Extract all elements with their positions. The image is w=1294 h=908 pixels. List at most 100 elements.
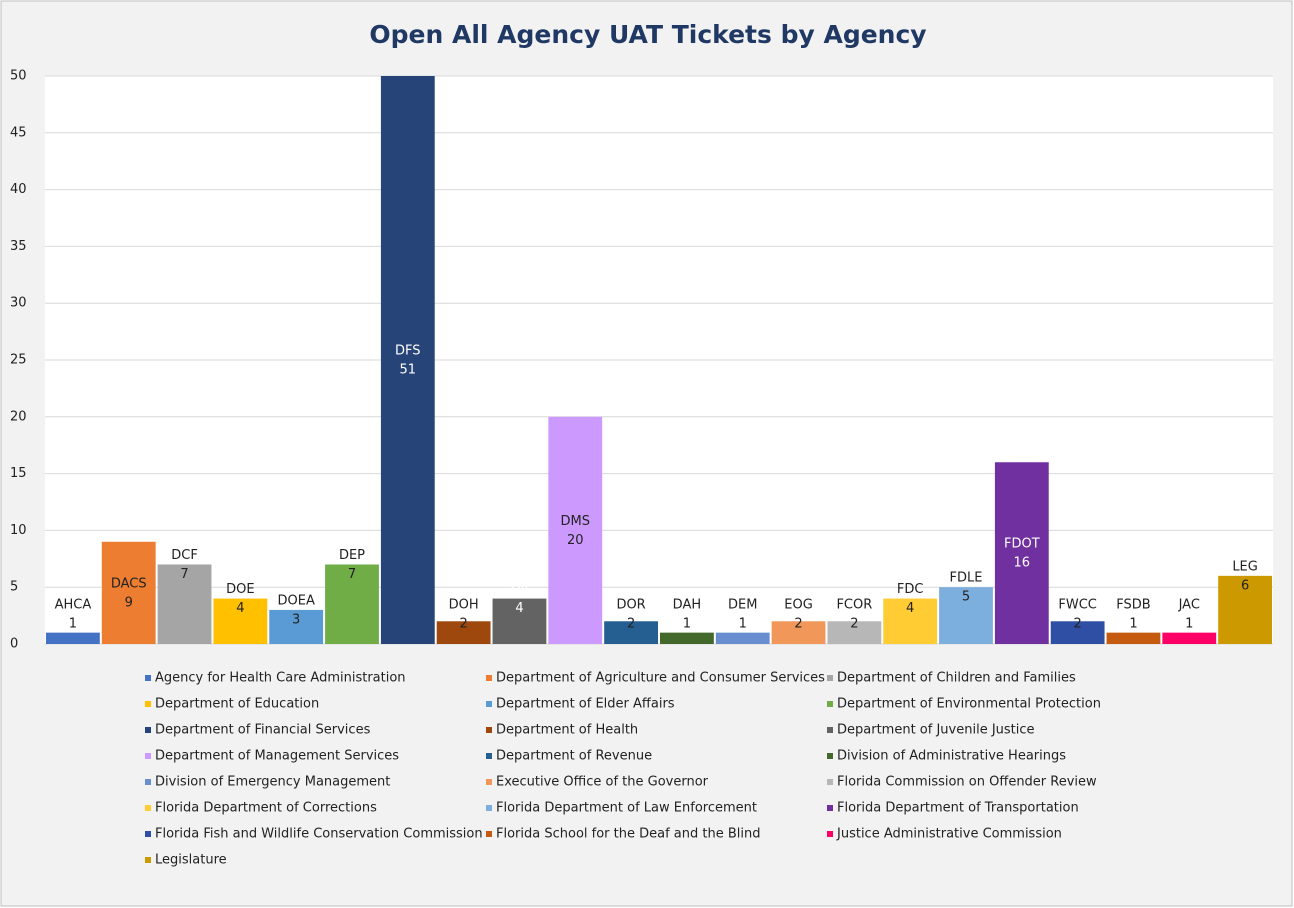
legend-swatch <box>827 701 833 707</box>
bar-category-label: DOH <box>449 598 479 613</box>
y-tick-label: 35 <box>10 239 27 254</box>
legend-swatch <box>827 675 833 681</box>
legend-swatch <box>486 831 492 837</box>
legend-swatch <box>145 779 151 785</box>
bar <box>827 621 882 644</box>
legend-swatch <box>486 701 492 707</box>
bar <box>213 598 268 644</box>
bar-value-label: 7 <box>180 567 188 582</box>
legend-label: Division of Administrative Hearings <box>837 749 1066 764</box>
bar-value-label: 51 <box>400 363 417 378</box>
legend-label: Florida Fish and Wildlife Conservation C… <box>155 827 483 842</box>
bar-value-label: 1 <box>739 617 747 632</box>
legend-label: Florida Department of Transportation <box>837 801 1079 816</box>
y-tick-label: 10 <box>10 523 27 538</box>
bar-value-label: 2 <box>850 617 858 632</box>
chart-title: Open All Agency UAT Tickets by Agency <box>369 20 926 49</box>
bar-category-label: FWCC <box>1058 598 1097 613</box>
bar-category-label: DOR <box>616 598 645 613</box>
bar-category-label: EOG <box>784 598 813 613</box>
bar-category-label: DOE <box>226 582 254 597</box>
bar-value-label: 3 <box>292 612 300 627</box>
legend-label: Florida Commission on Offender Review <box>837 775 1097 790</box>
bar <box>660 632 714 644</box>
bar-category-label: FDLE <box>950 571 983 586</box>
legend-swatch <box>145 727 151 733</box>
bar <box>269 609 324 644</box>
bar-category-label: FSDB <box>1116 598 1150 613</box>
y-tick-label: 45 <box>10 125 27 140</box>
legend-swatch <box>145 831 151 837</box>
legend-label: Department of Revenue <box>496 749 652 764</box>
legend-label: Department of Environmental Protection <box>837 697 1101 712</box>
legend-swatch <box>486 753 492 759</box>
bar-category-label: DEM <box>728 598 757 613</box>
bar-value-label: 1 <box>1185 617 1193 632</box>
bar-value-label: 4 <box>236 601 244 616</box>
legend-label: Florida School for the Deaf and the Blin… <box>496 827 761 842</box>
bar-value-label: 1 <box>683 617 691 632</box>
bar <box>715 632 770 644</box>
bar-value-label: 4 <box>906 601 914 616</box>
bar-value-label: 4 <box>515 601 523 616</box>
legend-label: Legislature <box>155 853 227 868</box>
bar <box>46 632 100 644</box>
bar <box>883 598 938 644</box>
legend-label: Florida Department of Corrections <box>155 801 377 816</box>
bar <box>548 416 603 644</box>
legend-swatch <box>145 701 151 707</box>
legend-label: Department of Elder Affairs <box>496 697 675 712</box>
bar <box>492 598 547 644</box>
legend-swatch <box>145 753 151 759</box>
bar-category-label: AHCA <box>55 598 92 613</box>
legend-swatch <box>145 857 151 863</box>
bar-value-label: 9 <box>125 595 133 610</box>
y-tick-label: 0 <box>10 637 18 652</box>
legend-swatch <box>486 779 492 785</box>
bar-value-label: 20 <box>567 533 584 548</box>
y-tick-label: 15 <box>10 466 27 481</box>
y-tick-label: 30 <box>10 296 27 311</box>
legend-swatch <box>145 805 151 811</box>
legend-swatch <box>827 831 833 837</box>
bar-value-label: 5 <box>962 590 970 605</box>
bar-value-label: 6 <box>1241 578 1249 593</box>
bar-value-label: 2 <box>459 617 467 632</box>
legend-label: Agency for Health Care Administration <box>155 671 406 686</box>
legend-swatch <box>145 675 151 681</box>
bar <box>604 621 658 644</box>
bar-category-label: DAH <box>673 598 701 613</box>
bar-value-label: 2 <box>1073 617 1081 632</box>
bar <box>939 587 993 644</box>
bar-category-label: DMS <box>561 514 590 529</box>
bar <box>1162 632 1217 644</box>
legend-swatch <box>486 675 492 681</box>
y-tick-label: 50 <box>10 69 27 84</box>
legend: Agency for Health Care Administration Dep… <box>145 671 1101 868</box>
legend-swatch <box>486 805 492 811</box>
bar-category-label: FDC <box>897 582 924 597</box>
bar-category-label: DJJ <box>511 582 529 597</box>
bar <box>101 541 156 644</box>
legend-label: Division of Emergency Management <box>155 775 390 790</box>
bar-category-label: FDOT <box>1004 537 1040 552</box>
legend-label: Florida Department of Law Enforcement <box>496 801 757 816</box>
bar <box>325 564 379 644</box>
legend-label: Department of Children and Families <box>837 671 1076 686</box>
bar <box>1106 632 1161 644</box>
bar-category-label: LEG <box>1232 559 1258 574</box>
bar-value-label: 1 <box>69 617 77 632</box>
bar-category-label: DCF <box>171 548 198 563</box>
legend-swatch <box>827 779 833 785</box>
bar-category-label: DACS <box>111 576 147 591</box>
bar-category-label: JAC <box>1178 598 1200 613</box>
y-tick-label: 5 <box>10 580 18 595</box>
legend-label: Department of Agriculture and Consumer S… <box>496 671 825 686</box>
bar <box>994 462 1049 644</box>
bar-value-label: 2 <box>794 617 802 632</box>
bar <box>771 621 826 644</box>
legend-label: Executive Office of the Governor <box>496 775 709 790</box>
bar-value-label: 2 <box>627 617 635 632</box>
